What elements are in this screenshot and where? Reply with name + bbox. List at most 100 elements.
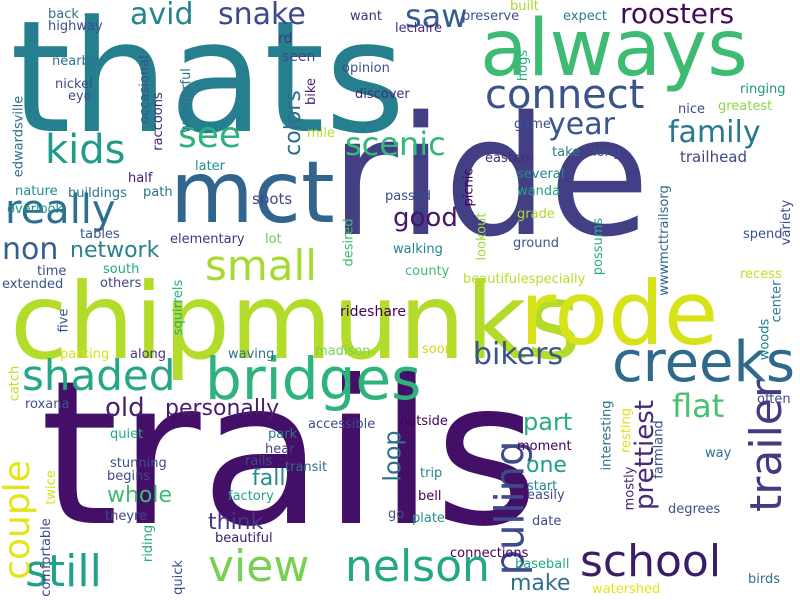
word-scenic: scenic: [345, 125, 446, 163]
word-parking: parking: [60, 347, 110, 362]
word-trip: trip: [420, 466, 443, 481]
word-five: five: [55, 308, 71, 332]
word-bike: bike: [303, 78, 319, 105]
word-avid: avid: [130, 0, 194, 32]
word-back: back: [48, 7, 79, 22]
word-shaded: shaded: [22, 351, 176, 400]
word-saw: saw: [405, 0, 468, 35]
word-year: year: [548, 107, 615, 142]
word-non: non: [2, 232, 59, 267]
word-greatest: greatest: [718, 99, 773, 114]
word-highway: highway: [48, 19, 103, 34]
word-start: start: [527, 479, 558, 494]
word-spend: spend: [743, 227, 783, 242]
word-time: time: [37, 264, 67, 279]
word-school: school: [580, 536, 722, 587]
word-creeks: creeks: [612, 330, 796, 395]
word-lot: lot: [265, 232, 282, 247]
word-trails: trails: [40, 338, 539, 571]
word-spots: spots: [252, 190, 293, 208]
word-chipmunks: chipmunks: [10, 261, 581, 383]
word-stunning: stunning: [110, 456, 167, 471]
word-good: good: [393, 203, 458, 233]
word-rd: rd: [278, 31, 293, 47]
word-connections: connections: [450, 546, 529, 561]
word-picnic: picnic: [461, 167, 477, 207]
word-view: view: [208, 541, 310, 592]
word-moment: moment: [517, 439, 572, 454]
word-transit: transit: [285, 460, 328, 475]
word-expect: expect: [563, 9, 607, 24]
word-begins: begins: [107, 469, 151, 484]
word-opinion: opinion: [342, 61, 390, 76]
word-wonderful: wonderful: [178, 68, 194, 133]
word-outside: outside: [400, 414, 448, 429]
word-built: built: [510, 0, 539, 14]
word-flat: flat: [672, 387, 725, 425]
word-resting: resting: [619, 407, 635, 454]
word-rails: rails: [245, 454, 273, 469]
word-often: often: [757, 392, 791, 407]
word-recess: recess: [740, 267, 782, 282]
word-hear: hear: [265, 442, 295, 457]
word-half: half: [128, 171, 153, 186]
word-leclaire: leclaire: [395, 21, 443, 36]
word-trailhead: trailhead: [680, 148, 748, 166]
word-hogs: hogs: [516, 49, 532, 82]
word-along: along: [130, 347, 167, 362]
word-county: county: [405, 264, 450, 279]
word-nelson: nelson: [345, 541, 490, 592]
word-snake: snake: [218, 0, 306, 32]
word-south: south: [103, 262, 140, 277]
word-kids: kids: [45, 127, 126, 173]
word-mostly: mostly: [621, 466, 637, 510]
word-mile: mile: [307, 126, 335, 141]
word-madison: madison: [315, 344, 371, 359]
word-baseball: baseball: [515, 557, 570, 572]
word-raccoons: raccoons: [150, 92, 166, 151]
word-plate: plate: [412, 511, 445, 526]
word-nice: nice: [678, 102, 705, 117]
word-later: later: [195, 159, 226, 174]
word-desired: desired: [340, 218, 356, 266]
word-center: center: [768, 280, 784, 322]
word-bell: bell: [418, 489, 442, 504]
word-extended: extended: [2, 277, 64, 292]
word-soon: soon: [422, 342, 453, 357]
word-rideshare: rideshare: [340, 304, 406, 320]
word-want: want: [350, 9, 382, 24]
word-park: park: [268, 427, 298, 442]
word-eastern: eastern: [485, 151, 535, 166]
word-edwardsville: edwardsville: [10, 95, 26, 177]
word-ride: ride: [330, 81, 650, 273]
word-seen: seen: [282, 49, 316, 65]
word-beautiful: beautiful: [215, 531, 273, 546]
word-birds: birds: [748, 572, 781, 587]
word-roosters: roosters: [620, 0, 735, 30]
word-nearby: nearby: [52, 54, 98, 69]
word-thats: thats: [10, 0, 406, 168]
word-watershed: watershed: [592, 582, 661, 597]
word-twice: twice: [43, 470, 59, 505]
word-occasional: occasional: [137, 54, 153, 124]
word-catch: catch: [6, 365, 22, 401]
word-interesting: interesting: [598, 400, 614, 470]
word-mct: mct: [170, 143, 335, 243]
word-preserve: preserve: [462, 9, 520, 24]
word-degrees: degrees: [668, 502, 721, 517]
word-still: still: [25, 546, 102, 597]
word-couple: couple: [0, 460, 38, 580]
word-passed: passed: [385, 189, 432, 204]
word-bikers: bikers: [473, 337, 564, 372]
word-accessible: accessible: [308, 417, 376, 432]
word-squirrels: squirrels: [171, 279, 187, 336]
word-way: way: [705, 446, 732, 461]
word-quick: quick: [170, 560, 186, 595]
word-part: part: [523, 408, 573, 436]
word-connect: connect: [485, 72, 645, 118]
word-rode: rode: [520, 262, 719, 365]
word-see: see: [178, 115, 242, 156]
word-network: network: [70, 238, 160, 263]
word-personally: personally: [165, 396, 280, 421]
